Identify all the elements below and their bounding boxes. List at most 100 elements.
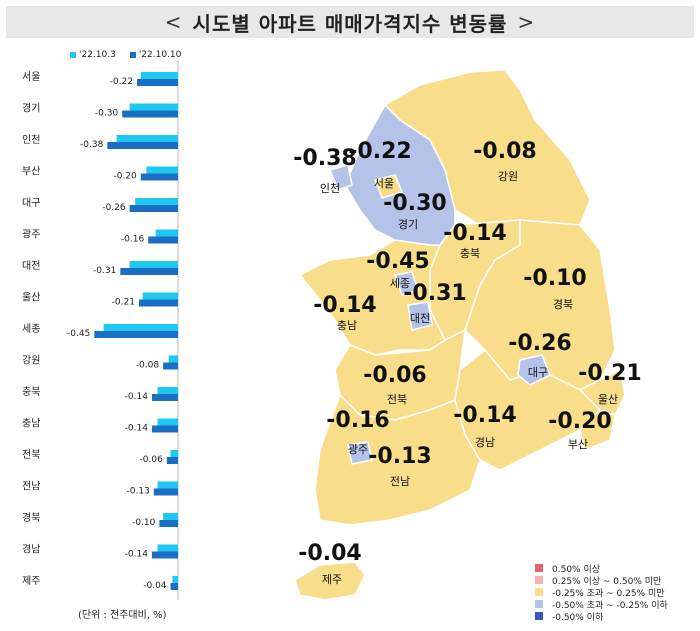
map-value: -0.30	[383, 191, 446, 216]
map-value: -0.45	[366, 249, 429, 274]
category-label: 울산	[22, 292, 40, 304]
map-value: -0.21	[578, 361, 641, 386]
bar-series2	[170, 583, 178, 590]
legend-swatch-series1	[70, 52, 76, 58]
category-label: 부산	[22, 166, 40, 178]
map-value: -0.13	[368, 444, 431, 469]
map-legend-item: -0.50% 초과 ~ -0.25% 이하	[535, 598, 668, 611]
map-value: -0.38	[293, 146, 356, 171]
map-region-name: 부산	[568, 438, 588, 451]
bar-series2	[166, 457, 178, 464]
region-daejeon	[407, 301, 433, 331]
map-legend-swatch	[535, 600, 543, 608]
map-region-name: 대전	[410, 312, 430, 325]
bar-series1	[163, 513, 178, 520]
map-legend-item: 0.50% 이상	[535, 562, 668, 575]
map-legend-swatch	[535, 612, 543, 620]
map-legend-label: -0.25% 초과 ~ 0.25% 미만	[552, 588, 665, 599]
unit-note: (단위 : 전주대비, %)	[78, 610, 167, 621]
map-value: -0.31	[403, 281, 466, 306]
bar-series2	[151, 394, 178, 401]
data-label: -0.31	[93, 266, 116, 276]
map-region-name: 서울	[374, 177, 394, 190]
map-legend-swatch	[535, 564, 543, 572]
bar-series1	[172, 576, 178, 583]
data-label: -0.45	[67, 329, 90, 339]
korea-map: -0.38인천-0.22서울-0.30경기-0.08강원-0.14충북-0.45…	[293, 69, 642, 601]
map-region-name: 대구	[528, 366, 548, 379]
bar-series2	[151, 551, 178, 559]
map-region-name: 전북	[387, 393, 407, 406]
bar-series2	[137, 79, 178, 86]
category-label: 경북	[22, 511, 40, 524]
data-label: -0.20	[114, 172, 138, 182]
data-label: -0.06	[140, 455, 164, 465]
legend-item-series2: '22.10.10	[129, 50, 182, 60]
data-label: -0.21	[112, 298, 135, 308]
bar-series2	[148, 236, 178, 244]
map-region-name: 제주	[322, 573, 342, 586]
data-label: -0.16	[121, 235, 145, 245]
chart-title: < 시도별 아파트 매매가격지수 변동률 >	[6, 6, 694, 38]
data-label: -0.14	[125, 550, 149, 560]
map-value: -0.20	[548, 409, 611, 434]
category-label: 경남	[22, 543, 40, 556]
bar-series1	[140, 72, 178, 79]
data-label: -0.38	[80, 140, 104, 150]
region-daegu	[517, 354, 551, 386]
bar-series1	[170, 450, 178, 457]
data-label: -0.30	[95, 109, 119, 119]
map-legend-label: 0.50% 이상	[552, 564, 601, 575]
bar-series1	[157, 418, 178, 426]
map-value: -0.16	[326, 408, 389, 433]
map-legend-swatch	[535, 576, 543, 584]
region-seoul	[373, 174, 404, 199]
region-jeonnam	[314, 393, 481, 526]
bar-series2	[120, 268, 178, 275]
map-value: -0.06	[363, 363, 426, 388]
bar-series1	[155, 229, 178, 237]
map-value: -0.04	[298, 541, 361, 566]
map-region-name: 충남	[337, 319, 357, 332]
map-region-name: 세종	[390, 277, 410, 290]
legend-label-series1: '22.10.3	[79, 50, 116, 60]
map-value: -0.08	[473, 139, 536, 164]
bar-series1	[157, 544, 178, 552]
map-region-name: 경남	[475, 436, 495, 449]
map-legend-label: -0.50% 이하	[552, 612, 604, 623]
category-label: 광주	[22, 229, 40, 241]
map-legend: 0.50% 이상 0.25% 이상 ~ 0.50% 미만 -0.25% 초과 ~ 0…	[535, 562, 668, 623]
region-sejong	[394, 271, 419, 296]
map-region-name: 강원	[498, 170, 518, 183]
map-value: -0.14	[443, 221, 506, 246]
map-legend-item: -0.50% 이하	[535, 610, 668, 623]
map-region-name: 전남	[390, 475, 410, 488]
bar-series2	[129, 205, 178, 212]
bar-series2	[138, 299, 178, 307]
map-value: -0.14	[313, 293, 376, 318]
category-label: 대구	[22, 197, 40, 209]
region-gyeonggi	[344, 103, 456, 246]
category-label: 전남	[22, 481, 40, 493]
map-legend-swatch	[535, 588, 543, 596]
bar-series1	[129, 103, 178, 111]
category-label: 인천	[22, 134, 40, 146]
bar-series2	[122, 110, 178, 118]
bar-series2	[151, 425, 178, 433]
bar-chart: 서울 -0.22 경기 -0.30 인천 -0.38 부산 -0.20 대구 -0.26 광주 -0.…	[22, 60, 179, 600]
data-label: -0.14	[125, 424, 149, 434]
data-label: -0.22	[110, 77, 133, 87]
data-label: -0.13	[127, 487, 150, 497]
bar-series1	[142, 292, 178, 300]
data-label: -0.04	[143, 581, 167, 591]
region-gwangju	[347, 441, 373, 465]
category-label: 대전	[22, 260, 40, 272]
map-legend-item: -0.25% 초과 ~ 0.25% 미만	[535, 586, 668, 599]
bar-series1	[157, 387, 178, 394]
map-region-name: 광주	[348, 443, 368, 456]
map-region-name: 경북	[553, 298, 573, 311]
legend-label-series2: '22.10.10	[138, 50, 182, 60]
map-value: -0.14	[453, 403, 516, 428]
map-land-blue	[328, 103, 551, 465]
bar-series2	[163, 362, 178, 370]
